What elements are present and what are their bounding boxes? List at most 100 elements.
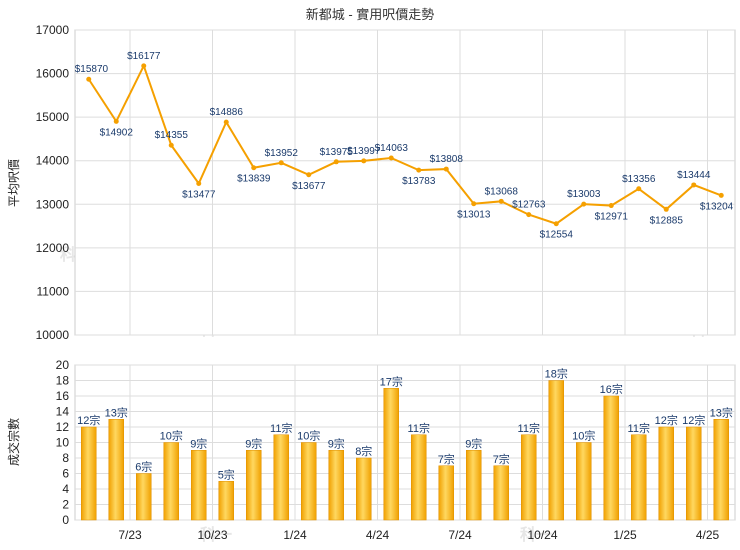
price-point	[443, 166, 449, 172]
price-data-label: $13952	[265, 148, 299, 159]
y-tick-label: 2	[62, 498, 69, 512]
transaction-bar	[273, 434, 289, 521]
transaction-data-label: 7宗	[438, 452, 455, 466]
price-data-label: $16177	[127, 51, 161, 62]
transaction-data-label: 11宗	[408, 421, 430, 435]
x-tick-label: 1/24	[283, 528, 307, 542]
transaction-bar	[108, 419, 124, 521]
transaction-bar	[603, 395, 619, 521]
price-data-label: $13068	[485, 186, 519, 197]
transaction-bar	[328, 450, 344, 521]
price-point	[306, 172, 312, 178]
price-data-label: $14355	[155, 130, 189, 141]
transaction-bars	[81, 380, 729, 521]
price-point	[608, 203, 614, 209]
price-point	[333, 159, 339, 165]
transaction-bar	[521, 434, 537, 521]
transaction-data-label: 9宗	[190, 436, 207, 450]
y-tick-label: 15000	[36, 110, 70, 124]
price-point	[581, 201, 587, 207]
bar-chart-grid	[75, 364, 735, 521]
price-data-label: $14063	[375, 143, 409, 154]
price-point	[691, 182, 697, 188]
price-data-label: $14902	[100, 127, 134, 138]
y-tick-label: 6	[62, 467, 69, 481]
transaction-data-label: 10宗	[572, 429, 595, 443]
price-point	[361, 158, 367, 164]
price-data-label: $13003	[567, 189, 601, 200]
price-point	[471, 201, 477, 207]
price-data-label: $13477	[182, 190, 216, 201]
price-point	[526, 212, 532, 218]
transaction-bar	[218, 481, 234, 521]
x-tick-label: 7/24	[448, 528, 472, 542]
y-tick-label: 12	[56, 420, 70, 434]
transaction-bar	[81, 426, 97, 521]
y-tick-label: 14	[56, 405, 70, 419]
y-tick-label: 11000	[37, 284, 70, 298]
transaction-data-label: 13宗	[105, 405, 128, 419]
y-tick-label: 14000	[36, 154, 70, 168]
transaction-bar	[163, 442, 179, 521]
transaction-data-label: 13宗	[710, 405, 733, 419]
transaction-data-label: 12宗	[77, 413, 100, 427]
y-tick-label: 10000	[36, 328, 70, 342]
line-chart-y-axis-label: 平均呎價	[7, 159, 21, 207]
price-data-label: $12885	[650, 215, 684, 226]
transaction-data-labels: 12宗 13宗 6宗 10宗 9宗 5宗 9宗 11宗 10宗 9宗 8宗 17宗 11宗 7宗 9宗 7宗 1…	[77, 367, 733, 482]
line-chart-grid	[75, 29, 735, 336]
price-data-label: $13783	[402, 176, 436, 187]
transaction-data-label: 11宗	[518, 421, 540, 435]
y-tick-label: 0	[62, 513, 69, 527]
transaction-data-label: 10宗	[297, 429, 320, 443]
price-data-label: $13677	[292, 181, 326, 192]
price-data-label: $12763	[512, 200, 546, 211]
price-point	[498, 198, 504, 204]
transaction-bar	[438, 465, 454, 521]
price-data-label: $13975	[320, 147, 354, 158]
line-chart-y-ticks: 10000 11000 12000 13000 14000 15000 16000 17000	[36, 23, 70, 342]
watermark-text: 科一	[520, 525, 552, 544]
transaction-data-label: 5宗	[218, 467, 235, 481]
x-tick-label: 7/23	[118, 528, 142, 542]
transaction-data-label: 18宗	[545, 367, 568, 381]
price-point	[278, 160, 284, 166]
y-tick-label: 10	[56, 436, 70, 450]
transaction-data-label: 8宗	[355, 444, 372, 458]
transaction-bar	[576, 442, 592, 521]
bar-chart-y-axis-label: 成交宗數	[6, 418, 21, 466]
y-tick-label: 4	[62, 482, 69, 496]
transaction-bar	[383, 388, 399, 521]
price-point	[141, 63, 147, 69]
price-point	[636, 186, 642, 192]
price-data-label: $13808	[430, 154, 464, 165]
transaction-data-label: 9宗	[328, 436, 345, 450]
price-point	[416, 167, 422, 173]
price-points	[86, 63, 724, 227]
price-point	[168, 142, 174, 148]
transaction-bar	[713, 419, 729, 521]
price-data-label: $14886	[210, 107, 244, 118]
price-data-label: $13997	[347, 146, 381, 157]
transaction-data-label: 6宗	[135, 460, 152, 474]
transaction-data-label: 12宗	[655, 413, 678, 427]
price-point	[113, 118, 119, 124]
transaction-bar	[356, 457, 372, 521]
y-tick-label: 12000	[36, 241, 70, 255]
transaction-data-label: 11宗	[270, 421, 292, 435]
transaction-data-label: 10宗	[160, 429, 183, 443]
x-tick-label: 1/25	[613, 528, 637, 542]
transaction-bar	[466, 450, 482, 521]
x-tick-label: 4/24	[366, 528, 390, 542]
price-data-label: $12554	[540, 230, 574, 241]
price-data-label: $15870	[75, 64, 109, 75]
price-data-label: $13204	[700, 201, 734, 212]
y-tick-label: 17000	[36, 23, 70, 37]
price-point	[388, 155, 394, 161]
x-tick-label: 10/23	[197, 528, 227, 542]
transaction-data-label: 12宗	[682, 413, 705, 427]
y-tick-label: 16	[56, 389, 70, 403]
price-point	[553, 221, 559, 227]
